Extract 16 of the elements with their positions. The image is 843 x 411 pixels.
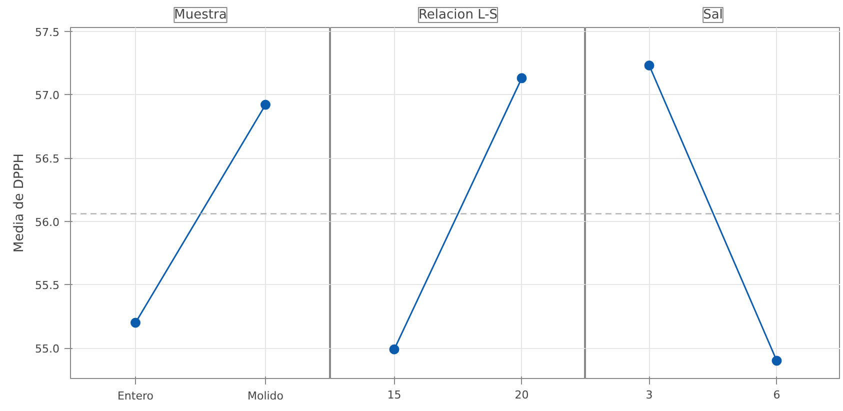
y-tick-label: 56.5	[35, 152, 60, 166]
y-axis-title: Media de DPPH	[12, 153, 28, 253]
y-tick-label: 57.0	[35, 89, 60, 102]
chart-title: Relacion L-S	[418, 8, 498, 22]
x-tick-label: Entero	[117, 390, 154, 402]
chart-title: Muestra	[174, 8, 227, 22]
x-tick-label: Molido	[247, 390, 284, 402]
y-tick-label: 55.5	[35, 279, 60, 292]
x-tick-label: 3	[646, 388, 653, 402]
chart-title: Sal	[703, 8, 723, 22]
x-tick-label: 15	[387, 388, 402, 402]
x-tick-label: 6	[773, 388, 780, 402]
y-tick-label: 57.5	[35, 26, 60, 39]
y-tick-label: 56.0	[35, 216, 60, 229]
x-tick-label: 20	[514, 388, 529, 402]
y-tick-label: 55.0	[35, 342, 60, 356]
